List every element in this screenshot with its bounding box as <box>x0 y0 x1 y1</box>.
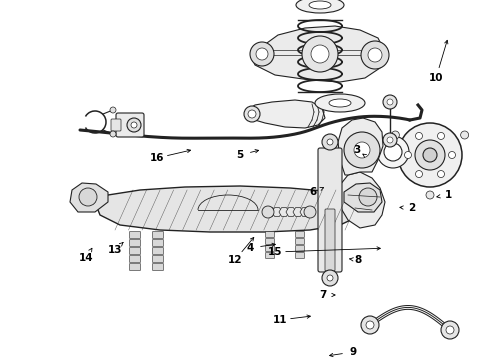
Text: 16: 16 <box>150 153 164 163</box>
Circle shape <box>322 270 338 286</box>
Circle shape <box>127 118 141 132</box>
FancyBboxPatch shape <box>266 246 274 252</box>
Circle shape <box>327 139 333 145</box>
Circle shape <box>110 131 116 137</box>
Circle shape <box>322 134 338 150</box>
Circle shape <box>383 133 397 147</box>
Circle shape <box>416 132 422 139</box>
FancyBboxPatch shape <box>111 119 121 131</box>
FancyBboxPatch shape <box>129 256 141 262</box>
Circle shape <box>387 99 393 105</box>
Text: 11: 11 <box>273 315 287 325</box>
Circle shape <box>131 122 137 128</box>
FancyBboxPatch shape <box>152 248 164 255</box>
FancyBboxPatch shape <box>152 239 164 247</box>
FancyBboxPatch shape <box>129 231 141 238</box>
Text: 4: 4 <box>246 243 254 253</box>
FancyBboxPatch shape <box>295 246 304 252</box>
Polygon shape <box>252 26 385 82</box>
Circle shape <box>302 36 338 72</box>
Text: 15: 15 <box>268 247 282 257</box>
Circle shape <box>438 171 444 177</box>
Circle shape <box>361 316 379 334</box>
Circle shape <box>398 123 462 187</box>
Ellipse shape <box>315 94 365 112</box>
FancyBboxPatch shape <box>325 209 335 271</box>
Circle shape <box>79 188 97 206</box>
Circle shape <box>446 326 454 334</box>
Circle shape <box>438 132 444 139</box>
Text: 12: 12 <box>228 255 242 265</box>
Polygon shape <box>344 183 382 212</box>
FancyBboxPatch shape <box>266 252 274 258</box>
Polygon shape <box>96 186 358 232</box>
Circle shape <box>441 321 459 339</box>
Polygon shape <box>338 172 385 228</box>
FancyBboxPatch shape <box>129 248 141 255</box>
FancyBboxPatch shape <box>152 231 164 238</box>
Circle shape <box>304 206 316 218</box>
Circle shape <box>415 140 445 170</box>
Circle shape <box>359 188 377 206</box>
Circle shape <box>248 110 256 118</box>
FancyBboxPatch shape <box>266 231 274 238</box>
Circle shape <box>354 142 370 158</box>
Ellipse shape <box>309 1 331 9</box>
Text: 6: 6 <box>309 187 317 197</box>
FancyBboxPatch shape <box>295 231 304 238</box>
Circle shape <box>256 48 268 60</box>
Text: 10: 10 <box>429 73 443 83</box>
FancyBboxPatch shape <box>318 148 342 272</box>
Circle shape <box>262 206 274 218</box>
Ellipse shape <box>296 0 344 13</box>
Polygon shape <box>70 183 108 212</box>
Text: 5: 5 <box>236 150 244 160</box>
Circle shape <box>250 42 274 66</box>
Circle shape <box>405 152 412 158</box>
Circle shape <box>426 191 434 199</box>
FancyBboxPatch shape <box>129 239 141 247</box>
Polygon shape <box>338 118 383 175</box>
Text: 13: 13 <box>108 245 122 255</box>
Circle shape <box>387 137 393 143</box>
FancyBboxPatch shape <box>152 256 164 262</box>
Circle shape <box>361 41 389 69</box>
Text: 14: 14 <box>79 253 93 263</box>
Circle shape <box>366 321 374 329</box>
Circle shape <box>416 171 422 177</box>
FancyBboxPatch shape <box>116 113 144 137</box>
Text: 3: 3 <box>353 145 361 155</box>
Circle shape <box>311 45 329 63</box>
Circle shape <box>423 148 437 162</box>
FancyBboxPatch shape <box>266 238 274 244</box>
Text: 1: 1 <box>444 190 452 200</box>
Circle shape <box>377 136 409 168</box>
Circle shape <box>327 275 333 281</box>
Text: 8: 8 <box>354 255 362 265</box>
FancyBboxPatch shape <box>152 264 164 270</box>
Text: 2: 2 <box>408 203 416 213</box>
FancyBboxPatch shape <box>295 252 304 258</box>
FancyBboxPatch shape <box>295 238 304 244</box>
Circle shape <box>392 131 399 139</box>
Circle shape <box>368 48 382 62</box>
Polygon shape <box>247 100 325 128</box>
Text: 9: 9 <box>349 347 357 357</box>
FancyBboxPatch shape <box>129 264 141 270</box>
Circle shape <box>384 143 402 161</box>
Circle shape <box>244 106 260 122</box>
Circle shape <box>383 95 397 109</box>
Circle shape <box>110 107 116 113</box>
Circle shape <box>344 132 380 168</box>
Circle shape <box>461 131 468 139</box>
Ellipse shape <box>329 99 351 107</box>
Text: 7: 7 <box>319 290 327 300</box>
Circle shape <box>448 152 456 158</box>
